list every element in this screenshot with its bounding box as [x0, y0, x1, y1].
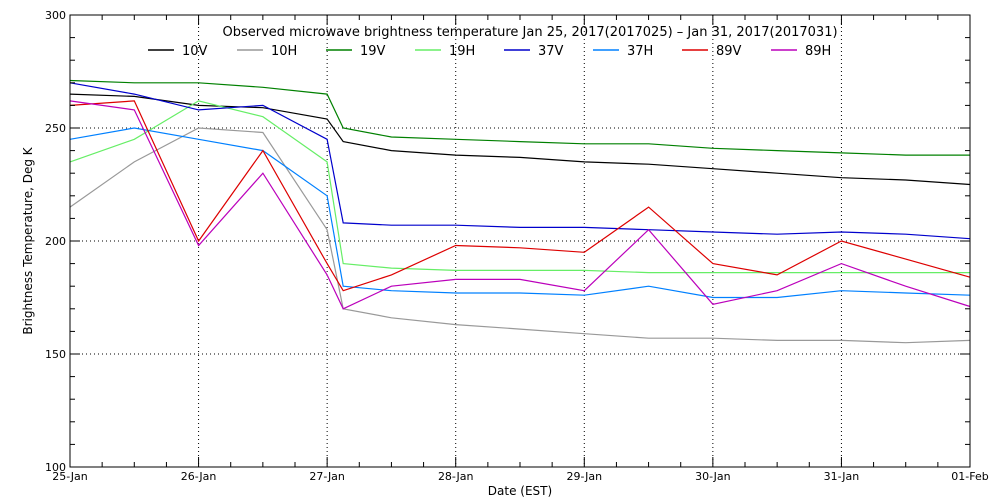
y-axis-title: Brightness Temperature, Deg K	[21, 146, 35, 334]
series-line-10v	[69, 93, 971, 186]
legend-label-19h: 19H	[449, 44, 475, 59]
x-tick-label: 01-Feb	[951, 470, 988, 483]
legend-label-89v: 89V	[716, 44, 742, 59]
series-line-10h	[69, 127, 971, 344]
x-tick-label: 31-Jan	[824, 470, 860, 483]
series-layer	[69, 79, 971, 344]
series-line-37h	[69, 127, 971, 299]
y-tick-label: 250	[45, 122, 66, 135]
x-axis-title: Date (EST)	[488, 484, 552, 498]
x-tick-label: 28-Jan	[438, 470, 474, 483]
series-line-19h	[69, 100, 970, 274]
y-tick-label: 200	[45, 235, 66, 248]
series-line-89v	[69, 100, 971, 292]
legend-label-89h: 89H	[805, 44, 831, 59]
legend-label-37h: 37H	[627, 44, 653, 59]
legend: 10V 10H 19V 19H 37V 37H 89V 89H	[148, 44, 831, 59]
y-tick-label: 300	[45, 9, 66, 22]
x-tick-label: 30-Jan	[695, 470, 731, 483]
y-tick-label: 100	[45, 461, 66, 474]
legend-label-10v: 10V	[182, 44, 208, 59]
legend-label-10h: 10H	[271, 44, 297, 59]
chart-title: Observed microwave brightness temperatur…	[222, 25, 837, 40]
y-tick-label: 150	[45, 348, 66, 361]
y-axis: 100 150 200 250 300	[45, 9, 970, 474]
series-line-37v	[69, 82, 971, 240]
series-line-19v	[69, 79, 970, 156]
grid	[70, 15, 970, 467]
x-axis: 25-Jan 26-Jan 27-Jan 28-Jan 29-Jan 30-Jan 31-J…	[52, 15, 989, 483]
x-tick-label: 29-Jan	[567, 470, 603, 483]
x-tick-label: 25-Jan	[52, 470, 88, 483]
legend-label-37v: 37V	[538, 44, 564, 59]
x-tick-label: 27-Jan	[309, 470, 345, 483]
series-line-89h	[69, 100, 971, 310]
x-tick-label: 26-Jan	[181, 470, 217, 483]
legend-label-19v: 19V	[360, 44, 386, 59]
